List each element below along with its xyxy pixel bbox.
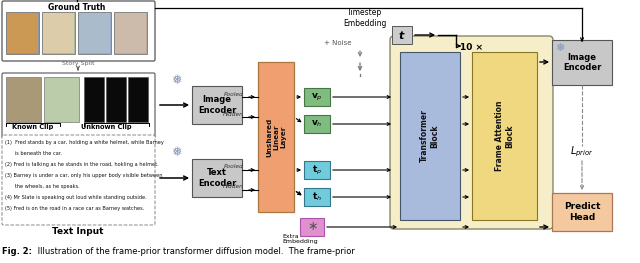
Bar [106,77,126,122]
Bar [472,52,537,220]
Bar [79,13,110,53]
Text: Image
Encoder: Image Encoder [198,95,236,115]
Text: $\mathbf{t}_p$: $\mathbf{t}_p$ [312,163,322,176]
Bar [42,12,75,54]
Text: 10 ×: 10 × [460,43,483,53]
Text: Timestep
Embedding: Timestep Embedding [343,8,387,28]
Bar [400,52,460,220]
Text: Unknown Clip: Unknown Clip [81,124,131,130]
Bar [114,12,147,54]
Text: $\mathbf{t}_h$: $\mathbf{t}_h$ [312,191,322,203]
Bar [84,77,104,122]
Text: $\ast$: $\ast$ [307,220,317,234]
Text: Hidden: Hidden [223,185,244,190]
Bar [304,161,330,179]
Text: Unshared
Linear
Layer: Unshared Linear Layer [266,117,286,157]
Text: is beneath the car.: is beneath the car. [5,151,62,156]
Text: $L_{prior}$: $L_{prior}$ [570,145,594,159]
FancyBboxPatch shape [2,1,155,61]
Text: ❅: ❅ [556,43,564,53]
Bar [78,12,111,54]
Text: Image
Encoder: Image Encoder [563,53,601,72]
Text: Known Clip: Known Clip [12,124,54,130]
Text: Predict
Head: Predict Head [564,202,600,222]
FancyBboxPatch shape [2,135,155,225]
Bar [552,40,612,85]
Text: ❅: ❅ [171,73,181,87]
Text: Hidden: Hidden [223,112,244,117]
Bar [6,77,41,122]
Text: Story Split: Story Split [61,60,94,65]
Text: ❅: ❅ [171,146,181,159]
Bar [192,159,242,197]
Text: Text
Encoder: Text Encoder [198,168,236,188]
Text: Ground Truth: Ground Truth [48,3,106,12]
Text: (4) Mr Slate is speaking out loud while standing outside.: (4) Mr Slate is speaking out loud while … [5,195,147,200]
Bar [7,13,38,53]
Bar [43,13,74,53]
FancyBboxPatch shape [390,36,553,229]
Text: (1)  Fred stands by a car, holding a white helmet, while Barney: (1) Fred stands by a car, holding a whit… [5,140,164,145]
Bar [192,86,242,124]
Text: $\mathbf{v}_h$: $\mathbf{v}_h$ [311,119,323,129]
Bar [552,193,612,231]
Text: (2) Fred is talking as he stands in the road, hokling a helmet.: (2) Fred is talking as he stands in the … [5,162,159,167]
Text: Text Input: Text Input [52,226,104,235]
Text: $\mathbf{v}_p$: $\mathbf{v}_p$ [311,92,323,103]
Text: Illustration of the frame-prior transformer diffusion model.  The frame-prior: Illustration of the frame-prior transfor… [35,246,355,255]
Bar [304,188,330,206]
Text: Extra
Embedding: Extra Embedding [282,234,317,244]
Text: Frame Attention
Block: Frame Attention Block [495,101,514,171]
FancyBboxPatch shape [2,73,155,138]
Bar [115,13,146,53]
Text: the wheels, as he speaks.: the wheels, as he speaks. [5,184,80,189]
Text: Fig. 2:: Fig. 2: [2,246,32,255]
Bar [258,62,294,212]
Text: Pooled: Pooled [224,164,244,169]
Text: Pooled: Pooled [224,92,244,97]
Text: (5) Fred is on the road in a race car as Barney watches.: (5) Fred is on the road in a race car as… [5,206,144,211]
Bar [128,77,148,122]
Bar [392,26,412,44]
Text: + Noise: + Noise [324,40,352,46]
Bar [44,77,79,122]
Bar [6,12,39,54]
Bar [300,218,324,236]
Text: Transformer
Block: Transformer Block [420,110,440,163]
Bar [304,115,330,133]
Text: (3) Barney is under a car, only his upper body visible between: (3) Barney is under a car, only his uppe… [5,173,163,178]
Text: $\boldsymbol{t}$: $\boldsymbol{t}$ [398,29,406,41]
Bar [304,88,330,106]
